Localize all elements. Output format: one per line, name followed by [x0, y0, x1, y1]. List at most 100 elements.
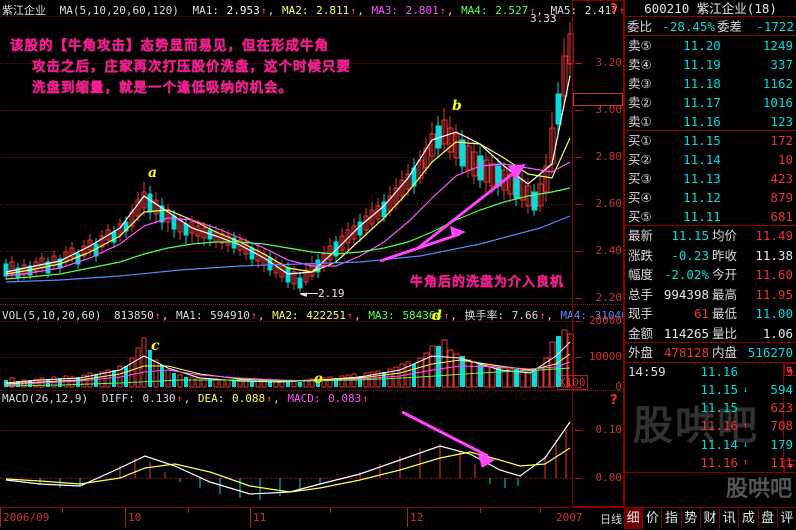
tick-price: 11.16 — [672, 417, 740, 435]
low-price-callout: 2.19 — [318, 287, 345, 300]
tab-price[interactable]: 价 — [643, 508, 662, 529]
tick-row[interactable]: 11.15 623 — [625, 399, 796, 417]
tab-detail[interactable]: 细 — [624, 508, 643, 529]
tab-trend[interactable]: 势 — [682, 508, 701, 529]
price-pane-help-icon[interactable]: ? — [610, 2, 618, 17]
bid-label-3: 买③ — [628, 169, 666, 188]
chart-area[interactable]: 紫江企业 MA(5,10,20,60,120) MA1: 2.953↑, MA2… — [0, 0, 624, 529]
tick-list[interactable]: 股哄吧 14:59 11.16 5 11.15 ↓ 594 11.15 623 — [625, 363, 796, 473]
prevclose-label: 昨收 — [712, 246, 744, 266]
ask-label-4: 卖④ — [628, 55, 666, 74]
high-value: 11.95 — [744, 285, 793, 305]
tick-time — [628, 436, 672, 454]
tab-finance[interactable]: 财 — [701, 508, 720, 529]
outer-label: 外盘 — [628, 343, 660, 362]
bid-price-2: 11.14 — [666, 150, 738, 169]
x-axis-label-0: 2006/09 — [3, 511, 49, 524]
tick-arrow-icon — [740, 399, 751, 417]
scale-column-border — [572, 0, 624, 507]
macd-indicator-header: MACD(26,12,9) DIFF: 0.130↑, DEA: 0.088↑,… — [2, 392, 369, 405]
curvol-label: 现手 — [628, 304, 660, 324]
tick-volume: 623 — [751, 399, 793, 417]
analysis-note-line-1: 该股的【牛角攻击】态势显而易见，但在形成牛角 — [10, 36, 329, 57]
ask-label-1: 卖① — [628, 112, 666, 130]
x-axis-label-1: 10 — [128, 511, 141, 524]
diff-arrow-icon: ↑ — [177, 394, 183, 405]
quote-panel: 600210 紫江企业(18) 委比 -28.45% 委差 -1722 卖⑤ 1… — [624, 0, 796, 529]
x-axis-label-4: 2007 — [556, 511, 583, 524]
tick-row[interactable]: 14:59 11.16 5 — [625, 363, 796, 381]
chart-marker-c: c — [151, 338, 160, 354]
panel-tab-bar[interactable]: 细 价 指 势 财 讯 成 盘 评 — [624, 507, 796, 529]
ask-row-4[interactable]: 卖④ 11.19 337 — [625, 55, 796, 74]
bid-price-5: 11.11 — [666, 207, 738, 225]
inline-analysis-note: 牛角后的洗盘为介入良机 — [410, 272, 564, 293]
tick-time: 14:59 — [628, 363, 672, 381]
bid-qty-5: 681 — [738, 207, 793, 225]
bid-row-4[interactable]: 买④ 11.12 879 — [625, 188, 796, 207]
volume-pane-divider — [0, 304, 624, 305]
bid-row-5[interactable]: 买⑤ 11.11 681 — [625, 207, 796, 226]
inner-value: 516270 — [744, 343, 793, 362]
ask-price-1: 11.16 — [666, 112, 738, 130]
tick-volume: 179 — [751, 436, 793, 454]
ask-qty-4: 337 — [738, 55, 793, 74]
bid-row-3[interactable]: 买③ 11.13 423 — [625, 169, 796, 188]
bid-qty-1: 172 — [738, 131, 793, 150]
tab-index[interactable]: 指 — [662, 508, 681, 529]
tick-volume: 594 — [751, 381, 793, 399]
macd-pane-help-icon[interactable]: ? — [610, 393, 618, 408]
ask-row-3[interactable]: 卖③ 11.18 1162 — [625, 74, 796, 93]
ma-line-5 — [6, 76, 570, 274]
drawn-arrow-macd — [400, 408, 600, 488]
tick-row[interactable]: 11.15 ↓ 594 — [625, 381, 796, 399]
pct-label: 幅度 — [628, 265, 660, 285]
bid-row-2[interactable]: 买② 11.14 10 — [625, 150, 796, 169]
macd-value: 0.083 — [328, 392, 361, 405]
ask-row-2[interactable]: 卖② 11.17 1016 — [625, 93, 796, 112]
tick-arrow-up-icon: ↑ — [740, 454, 751, 472]
order-diff-label: 委差 — [717, 17, 742, 36]
chart-marker-e: e — [314, 371, 323, 387]
analysis-note-line-2: 攻击之后，庄家再次打压股价洗盘，这个时候只要 — [32, 57, 351, 78]
order-ratio-label: 委比 — [627, 17, 652, 36]
period-label[interactable]: 日线 — [600, 511, 622, 527]
change-label: 涨跌 — [628, 246, 660, 266]
tick-row[interactable]: 11.14 ↓ 179 — [625, 436, 796, 454]
bid-label-1: 买① — [628, 131, 666, 150]
latest-value: 11.15 — [660, 226, 712, 246]
tick-volume: 111 — [751, 454, 793, 472]
tab-comment[interactable]: 评 — [778, 508, 796, 529]
amount-label: 金额 — [628, 324, 660, 343]
bid-price-4: 11.12 — [666, 188, 738, 207]
outer-value: 478128 — [660, 343, 712, 362]
tick-time — [628, 399, 672, 417]
prevclose-value: 11.38 — [744, 246, 793, 266]
last-price-marker — [573, 93, 623, 106]
tab-news[interactable]: 讯 — [720, 508, 739, 529]
stock-title-suffix: (18) — [747, 1, 777, 16]
tick-price: 11.15 — [672, 381, 740, 399]
ask-row-5[interactable]: 卖⑤ 11.20 1249 — [625, 36, 796, 55]
ask-row-1[interactable]: 卖① 11.16 123 — [625, 112, 796, 131]
curvol-value: 61 — [660, 304, 712, 324]
tab-deal[interactable]: 成 — [739, 508, 758, 529]
volume-bar-chart[interactable] — [0, 320, 580, 388]
stock-title-name: 紫江企业 — [697, 1, 747, 16]
tick-volume: 5 — [751, 363, 793, 381]
bid-row-1[interactable]: 买① 11.15 172 — [625, 131, 796, 150]
ask-qty-2: 1016 — [738, 93, 793, 112]
ask-price-4: 11.19 — [666, 55, 738, 74]
analysis-note-line-3: 洗盘到缩量，就是一个逢低吸纳的机会。 — [32, 78, 293, 99]
tick-row[interactable]: 11.16 ↑ 111 — [625, 454, 796, 472]
drawn-arrow-magenta-up — [418, 164, 526, 248]
tab-market[interactable]: 盘 — [759, 508, 778, 529]
volratio-value: 1.06 — [744, 324, 793, 343]
tick-row[interactable]: 11.16 ↑ 708 — [625, 417, 796, 435]
low-callout-arrow-icon: ◄ — [300, 290, 307, 300]
pct-value: -2.02% — [660, 265, 712, 285]
bid-label-5: 买⑤ — [628, 207, 666, 225]
order-diff-value: -1722 — [742, 17, 794, 36]
tick-time — [628, 417, 672, 435]
